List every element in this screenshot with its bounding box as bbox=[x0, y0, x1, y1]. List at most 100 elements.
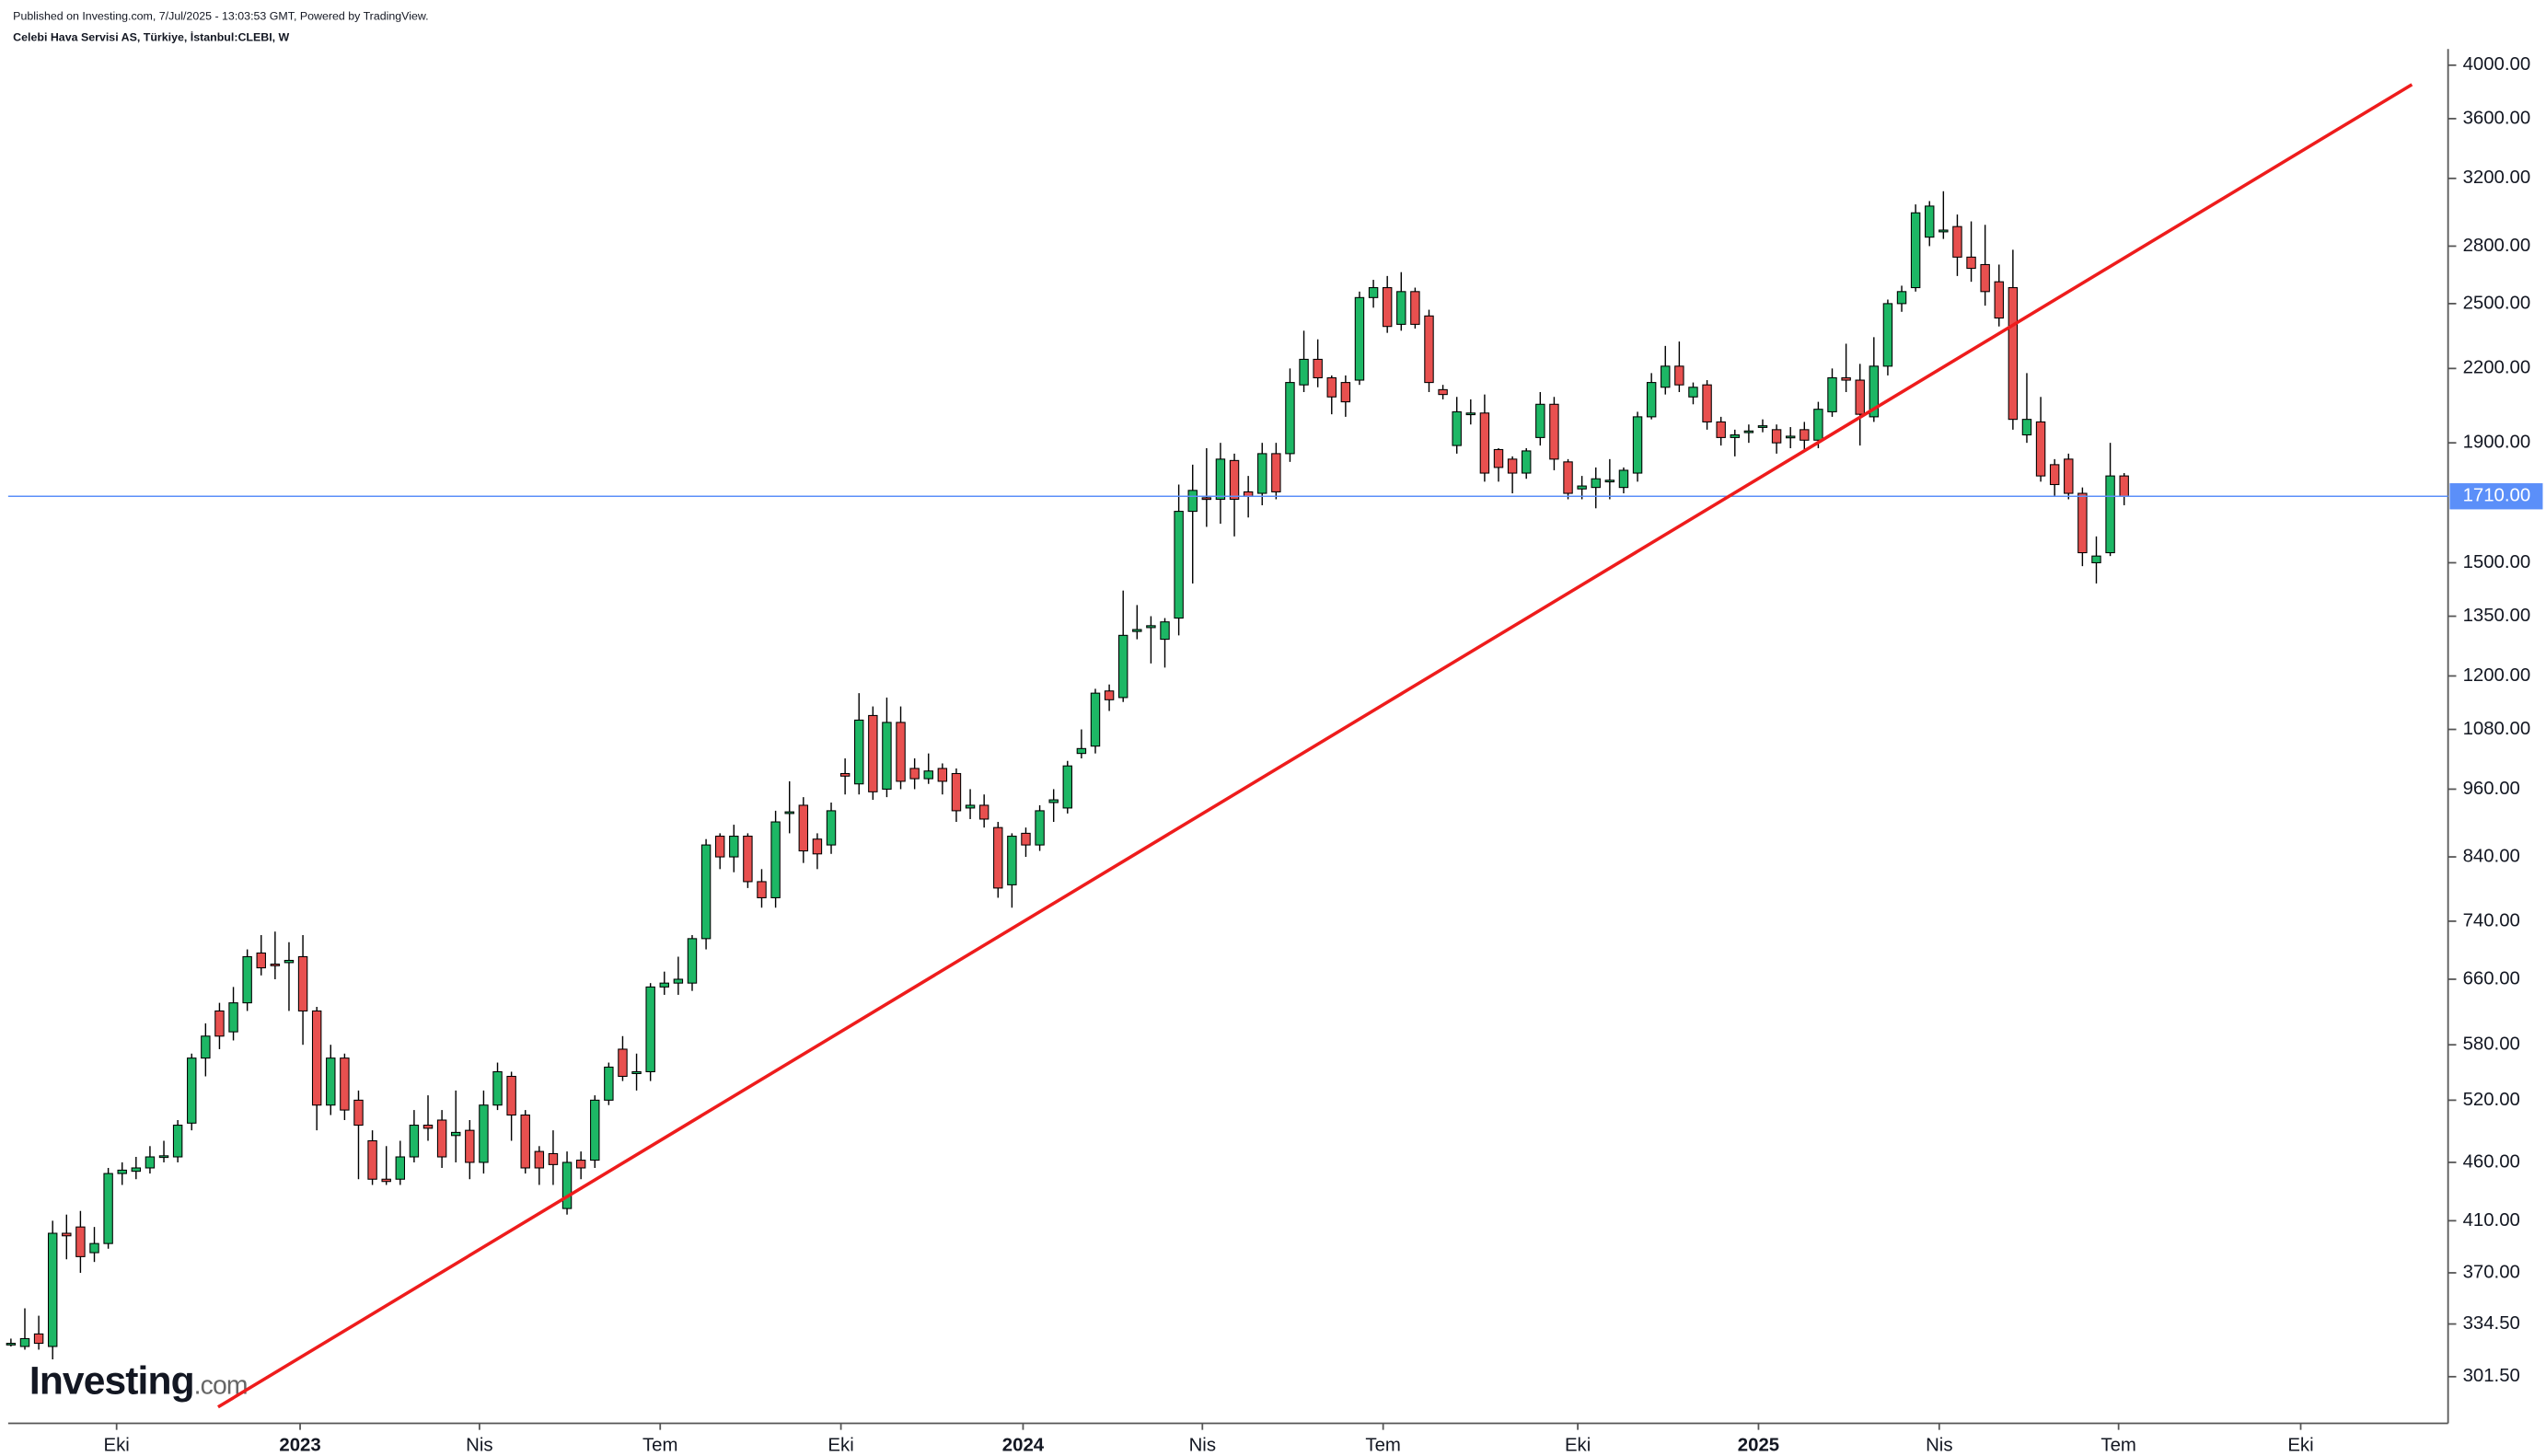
candle bbox=[1980, 225, 1990, 306]
candle-body bbox=[1674, 365, 1684, 386]
candle-body bbox=[896, 722, 906, 782]
candle-body bbox=[1326, 376, 1337, 398]
x-tick-label: Nis bbox=[466, 1436, 492, 1456]
candle bbox=[1132, 605, 1142, 640]
candle-body bbox=[2008, 287, 2019, 421]
candle-body bbox=[1271, 453, 1281, 492]
candle-body bbox=[1368, 287, 1379, 298]
candle bbox=[604, 1062, 614, 1105]
candle bbox=[1896, 285, 1907, 312]
candle bbox=[951, 768, 962, 823]
candle-body bbox=[1966, 256, 1976, 270]
candle-body bbox=[1771, 429, 1782, 444]
candle bbox=[770, 810, 781, 908]
candle bbox=[1104, 684, 1115, 711]
x-tick-label: Eki bbox=[827, 1436, 853, 1456]
candle bbox=[1465, 399, 1476, 425]
candle bbox=[993, 822, 1003, 898]
candle bbox=[1452, 397, 1462, 454]
candle bbox=[1299, 330, 1309, 392]
candle bbox=[1438, 385, 1448, 399]
candle bbox=[1187, 464, 1198, 584]
candle-body bbox=[1855, 379, 1865, 415]
candle bbox=[1591, 467, 1601, 509]
candle-body bbox=[479, 1104, 489, 1163]
candle bbox=[1882, 299, 1893, 376]
candle bbox=[1757, 419, 1768, 433]
candle-body bbox=[673, 978, 684, 984]
candle-body bbox=[1716, 421, 1726, 438]
y-tick-label: 1350.00 bbox=[2463, 606, 2531, 626]
candle bbox=[228, 987, 238, 1041]
candle-body bbox=[1869, 365, 1880, 418]
candle-body bbox=[1007, 836, 1017, 885]
candle bbox=[172, 1120, 183, 1162]
candle-body bbox=[1702, 384, 1712, 422]
candle bbox=[131, 1157, 142, 1180]
candle bbox=[89, 1227, 99, 1263]
candle bbox=[714, 833, 725, 870]
y-tick-label: 1500.00 bbox=[2463, 552, 2531, 572]
candle bbox=[284, 942, 295, 1011]
candle bbox=[158, 1140, 169, 1162]
candle-body bbox=[1785, 435, 1796, 439]
candle bbox=[1146, 616, 1156, 664]
candle bbox=[1271, 443, 1281, 500]
candle bbox=[743, 833, 753, 888]
y-tick-label: 3200.00 bbox=[2463, 168, 2531, 188]
candle-body bbox=[757, 881, 767, 898]
candle bbox=[1285, 368, 1295, 462]
candle bbox=[548, 1130, 559, 1185]
candle-body bbox=[1187, 490, 1198, 513]
candle bbox=[1021, 827, 1031, 858]
candle bbox=[937, 763, 948, 795]
candle-body bbox=[1591, 478, 1601, 489]
candle-body bbox=[1354, 296, 1365, 381]
candle bbox=[103, 1167, 113, 1249]
candle bbox=[854, 693, 864, 795]
candle bbox=[270, 931, 281, 979]
symbol-title: Celebi Hava Servisi AS, Türkiye, İstanbu… bbox=[13, 29, 289, 43]
y-tick-label: 840.00 bbox=[2463, 846, 2520, 866]
candle-body bbox=[590, 1099, 600, 1161]
candle-body bbox=[172, 1125, 183, 1158]
candle-body bbox=[395, 1156, 406, 1180]
candle bbox=[729, 825, 739, 872]
candle bbox=[1646, 373, 1657, 420]
x-tick-label: 2024 bbox=[1002, 1436, 1045, 1456]
candle-body bbox=[1285, 382, 1295, 455]
candle-body bbox=[436, 1119, 447, 1158]
candle bbox=[479, 1090, 489, 1174]
candle-body bbox=[353, 1099, 364, 1127]
candle-body bbox=[1340, 382, 1351, 403]
y-tick-label: 3600.00 bbox=[2463, 108, 2531, 128]
candle-body bbox=[1438, 388, 1448, 396]
candle-body bbox=[89, 1242, 99, 1254]
candle-body bbox=[2105, 475, 2115, 554]
candle bbox=[1160, 618, 1170, 668]
candle bbox=[978, 794, 989, 828]
candle bbox=[75, 1210, 86, 1273]
candle-body bbox=[1535, 403, 1545, 438]
candle-body bbox=[117, 1169, 127, 1174]
candle-body bbox=[1424, 315, 1434, 384]
candle-body bbox=[687, 938, 698, 984]
candle-body bbox=[1549, 403, 1559, 460]
candle bbox=[1730, 429, 1740, 456]
candle-body bbox=[1146, 625, 1156, 629]
candle bbox=[687, 935, 698, 991]
candle-body bbox=[1577, 485, 1587, 490]
candle bbox=[1313, 339, 1323, 387]
candle-body bbox=[1117, 634, 1128, 699]
candle bbox=[367, 1130, 377, 1185]
candle bbox=[2105, 443, 2115, 557]
candle-body bbox=[743, 836, 753, 883]
candle-body bbox=[187, 1057, 197, 1124]
candle bbox=[1174, 484, 1184, 636]
candle bbox=[242, 949, 252, 1011]
price-label-box bbox=[2449, 483, 2543, 510]
candle bbox=[1257, 443, 1267, 505]
candle-body bbox=[618, 1048, 628, 1078]
